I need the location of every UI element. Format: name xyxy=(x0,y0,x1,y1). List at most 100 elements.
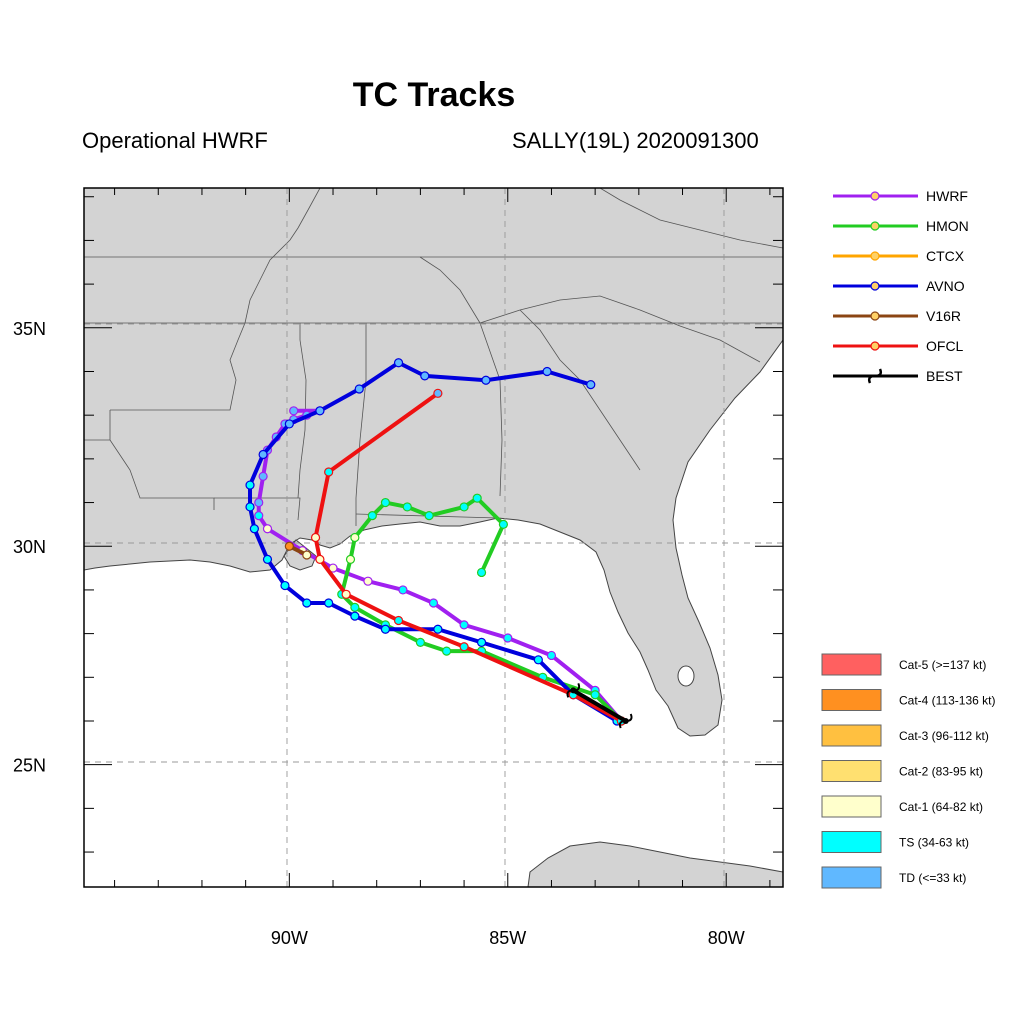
legend-label: BEST xyxy=(926,368,963,384)
track-point xyxy=(380,497,391,508)
legend-label: V16R xyxy=(926,308,961,324)
track-point xyxy=(350,602,360,613)
track-point xyxy=(546,650,557,661)
model-subtitle: Operational HWRF xyxy=(82,128,268,153)
category-label: Cat-5 (>=137 kt) xyxy=(899,658,986,672)
model-legend: HWRF HMON CTCX AVNO V16R OFCL BEST xyxy=(833,188,969,384)
category-legend: Cat-5 (>=137 kt) Cat-4 (113-136 kt) Cat-3 … xyxy=(821,653,996,889)
ticks-layer: 90W 85W 80W 35N 30N 25N xyxy=(13,188,783,948)
track-best xyxy=(566,683,633,729)
track-point xyxy=(498,519,508,529)
legend-label: AVNO xyxy=(926,278,965,294)
category-swatch xyxy=(821,760,882,782)
track-point xyxy=(402,502,412,512)
track-point xyxy=(302,550,312,560)
track-point xyxy=(249,524,259,534)
track-point xyxy=(284,419,294,429)
track-point xyxy=(503,633,513,643)
category-swatch xyxy=(821,653,882,676)
legend-item-hmon: HMON xyxy=(833,218,969,234)
track-point xyxy=(459,642,469,652)
legend-label: HWRF xyxy=(926,188,968,204)
track-point xyxy=(262,524,273,534)
category-label: Cat-1 (64-82 kt) xyxy=(899,800,983,814)
category-swatch xyxy=(821,831,882,853)
track-point xyxy=(459,620,469,630)
legend-label: OFCL xyxy=(926,338,964,354)
legend-label: CTCX xyxy=(926,248,965,264)
track-point xyxy=(341,589,351,599)
category-label: Cat-3 (96-112 kt) xyxy=(899,729,989,743)
legend-label: HMON xyxy=(926,218,969,234)
track-point xyxy=(415,637,425,647)
track-point xyxy=(542,366,552,377)
x-tick-label: 90W xyxy=(271,928,308,948)
track-point xyxy=(245,480,255,490)
legend-marker xyxy=(870,251,880,261)
legend-item-ofcl: OFCL xyxy=(833,338,964,354)
track-point xyxy=(324,598,334,608)
category-swatch xyxy=(821,866,882,889)
legend-marker xyxy=(870,341,880,351)
track-point xyxy=(302,598,312,608)
track-point xyxy=(350,611,360,621)
best-track-point xyxy=(622,717,629,724)
track-point xyxy=(280,580,290,591)
x-tick-label: 80W xyxy=(708,928,745,948)
category-item: TD (<=33 kt) xyxy=(821,866,966,889)
track-point xyxy=(533,655,543,665)
track-ofcl xyxy=(310,388,626,726)
legend-item-ctcx: CTCX xyxy=(833,248,965,264)
category-item: TS (34-63 kt) xyxy=(821,831,969,853)
category-item: Cat-1 (64-82 kt) xyxy=(821,795,983,818)
track-point xyxy=(380,624,391,634)
track-point xyxy=(398,585,408,595)
lake-okeechobee xyxy=(677,665,695,687)
y-tick-label: 30N xyxy=(13,537,46,557)
category-item: Cat-3 (96-112 kt) xyxy=(821,724,989,747)
category-label: TD (<=33 kt) xyxy=(899,871,966,885)
track-point xyxy=(459,502,469,512)
track-point xyxy=(284,541,294,551)
track-point xyxy=(258,449,268,460)
track-point xyxy=(245,502,255,512)
storm-subtitle: SALLY(19L) 2020091300 xyxy=(512,128,759,153)
chart-title: TC Tracks xyxy=(352,76,516,114)
track-point xyxy=(262,554,273,564)
category-label: Cat-4 (113-136 kt) xyxy=(899,694,996,708)
land-cuba xyxy=(527,841,783,887)
legend-marker xyxy=(870,281,880,291)
land-us xyxy=(84,188,783,737)
track-point xyxy=(350,532,360,543)
category-item: Cat-2 (83-95 kt) xyxy=(821,760,983,782)
best-track-point xyxy=(570,687,577,694)
track-point xyxy=(354,384,364,394)
legend-best-symbol xyxy=(867,368,883,384)
track-point xyxy=(433,388,443,398)
track-avno xyxy=(245,358,622,726)
track-point xyxy=(363,576,373,586)
track-point xyxy=(428,598,439,608)
plot-area xyxy=(84,188,783,887)
track-point xyxy=(442,646,452,656)
track-point xyxy=(433,624,443,634)
y-tick-label: 35N xyxy=(13,319,46,339)
category-swatch xyxy=(821,724,882,747)
track-point xyxy=(424,511,434,521)
track-point xyxy=(345,554,356,564)
x-tick-label: 85W xyxy=(489,928,526,948)
track-v16r xyxy=(284,541,312,560)
track-point xyxy=(476,637,487,647)
tracks-layer xyxy=(245,358,633,729)
track-point xyxy=(476,567,487,578)
legend-item-hwrf: HWRF xyxy=(833,188,968,204)
legend-marker xyxy=(870,221,880,231)
track-point xyxy=(315,406,325,416)
track-point xyxy=(420,371,430,381)
track-point xyxy=(393,615,404,626)
category-item: Cat-4 (113-136 kt) xyxy=(821,689,996,711)
legend-marker xyxy=(870,311,880,321)
track-point xyxy=(586,379,596,390)
legend-item-best: BEST xyxy=(833,368,963,384)
track-point xyxy=(367,511,377,521)
